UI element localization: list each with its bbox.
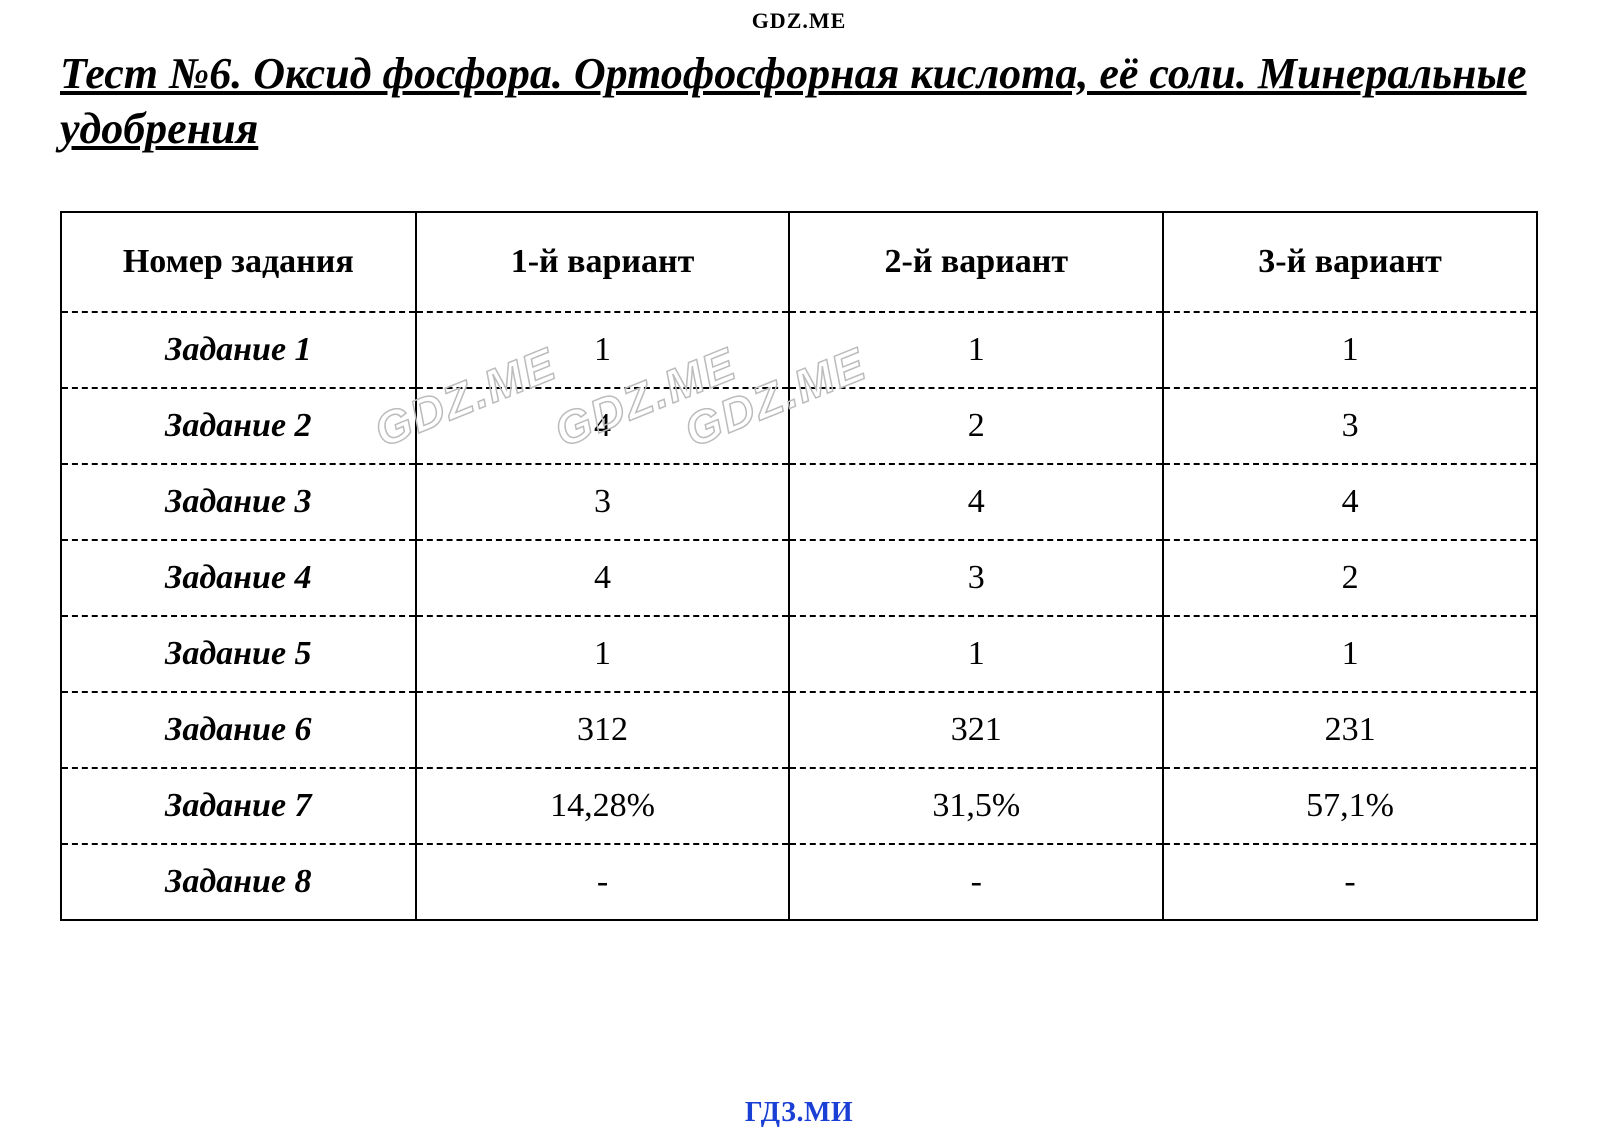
row-label: Задание 3 [61,464,416,540]
table-row: Задание 3 3 4 4 [61,464,1537,540]
table-row: Задание 5 1 1 1 [61,616,1537,692]
cell: 321 [789,692,1163,768]
cell: - [1163,844,1537,920]
cell: 3 [416,464,790,540]
cell: 1 [416,312,790,388]
col-header-variant2: 2-й вариант [789,212,1163,312]
cell: 57,1% [1163,768,1537,844]
top-watermark: GDZ.ME [60,0,1538,46]
cell: 31,5% [789,768,1163,844]
table-row: Задание 7 14,28% 31,5% 57,1% [61,768,1537,844]
row-label: Задание 7 [61,768,416,844]
row-label: Задание 1 [61,312,416,388]
table-header-row: Номер задания 1-й вариант 2-й вариант 3-… [61,212,1537,312]
cell: 2 [789,388,1163,464]
row-label: Задание 4 [61,540,416,616]
row-label: Задание 6 [61,692,416,768]
cell: - [416,844,790,920]
col-header-variant3: 3-й вариант [1163,212,1537,312]
table-row: Задание 4 4 3 2 [61,540,1537,616]
cell: 1 [789,616,1163,692]
cell: 4 [416,540,790,616]
table-row: Задание 6 312 321 231 [61,692,1537,768]
cell: 14,28% [416,768,790,844]
cell: 2 [1163,540,1537,616]
cell: 4 [416,388,790,464]
cell: 1 [416,616,790,692]
page-title: Тест №6. Оксид фосфора. Ортофосфорная ки… [60,46,1538,156]
cell: 1 [1163,312,1537,388]
cell: 4 [789,464,1163,540]
bottom-watermark: ГДЗ.МИ [0,1097,1598,1129]
table-row: Задание 8 - - - [61,844,1537,920]
cell: 312 [416,692,790,768]
cell: - [789,844,1163,920]
cell: 1 [789,312,1163,388]
cell: 3 [789,540,1163,616]
row-label: Задание 5 [61,616,416,692]
cell: 1 [1163,616,1537,692]
col-header-variant1: 1-й вариант [416,212,790,312]
cell: 231 [1163,692,1537,768]
table-row: Задание 2 4 2 3 [61,388,1537,464]
row-label: Задание 2 [61,388,416,464]
table-row: Задание 1 1 1 1 [61,312,1537,388]
cell: 4 [1163,464,1537,540]
row-label: Задание 8 [61,844,416,920]
col-header-task: Номер задания [61,212,416,312]
cell: 3 [1163,388,1537,464]
answers-table: Номер задания 1-й вариант 2-й вариант 3-… [60,211,1538,921]
